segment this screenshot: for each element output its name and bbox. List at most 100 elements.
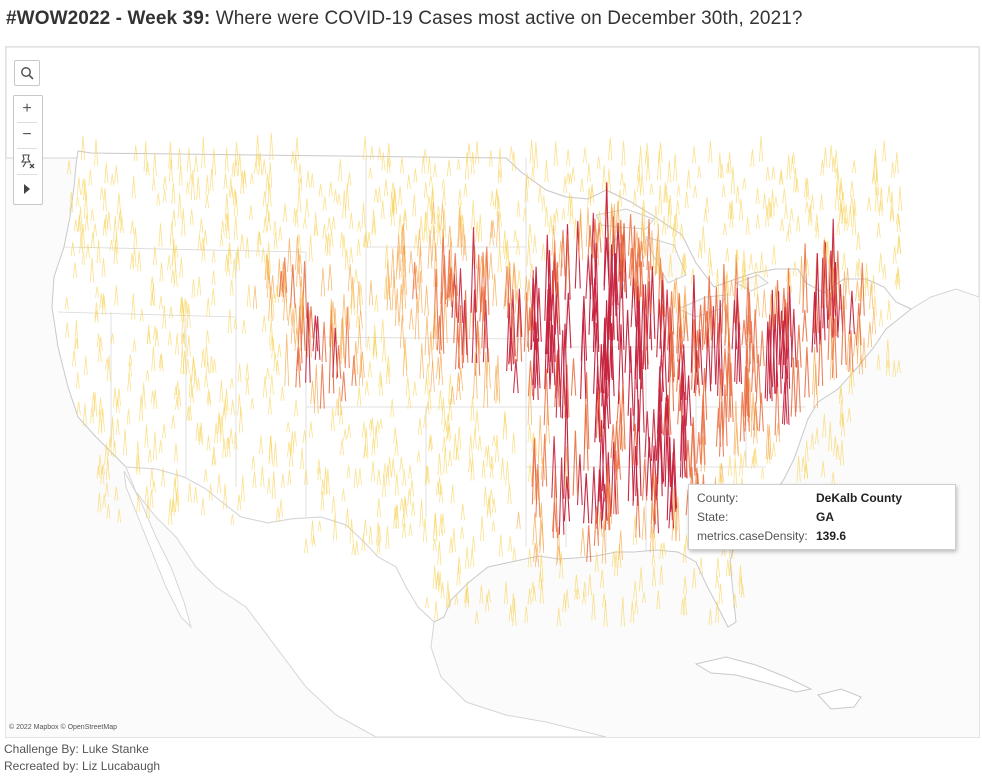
county-spike[interactable] [362, 136, 367, 160]
county-spike[interactable] [839, 204, 844, 220]
county-spike[interactable] [100, 407, 105, 432]
county-spike[interactable] [328, 299, 334, 348]
county-spike[interactable] [606, 287, 613, 379]
county-spike[interactable] [424, 285, 429, 316]
county-spike[interactable] [327, 264, 333, 291]
county-spike[interactable] [641, 199, 646, 215]
county-spike[interactable] [513, 230, 518, 243]
county-spike[interactable] [357, 386, 362, 407]
county-spike[interactable] [363, 519, 368, 536]
county-spike[interactable] [458, 367, 464, 391]
county-spike[interactable] [377, 525, 382, 543]
county-spike[interactable] [183, 298, 188, 314]
county-spike[interactable] [294, 209, 299, 228]
county-spike[interactable] [211, 148, 216, 176]
county-spike[interactable] [642, 458, 648, 501]
county-spike[interactable] [643, 238, 648, 259]
county-spike[interactable] [280, 386, 285, 401]
county-spike[interactable] [349, 212, 354, 229]
county-spike[interactable] [223, 173, 228, 189]
county-spike[interactable] [150, 390, 155, 404]
county-spike[interactable] [250, 397, 255, 410]
county-spike[interactable] [496, 211, 501, 247]
county-spike[interactable] [740, 584, 745, 598]
county-spike[interactable] [425, 465, 430, 483]
county-spike[interactable] [408, 464, 413, 480]
county-spike[interactable] [804, 440, 809, 462]
county-spike[interactable] [424, 465, 429, 486]
county-spike[interactable] [133, 145, 138, 162]
county-spike[interactable] [629, 247, 636, 286]
county-spike[interactable] [594, 387, 601, 443]
county-spike[interactable] [174, 442, 178, 462]
county-spike[interactable] [595, 389, 602, 439]
county-spike[interactable] [387, 457, 392, 477]
county-spike[interactable] [586, 525, 592, 562]
county-spike[interactable] [106, 355, 111, 382]
county-spike[interactable] [539, 502, 544, 547]
county-spike[interactable] [864, 263, 869, 288]
county-spike[interactable] [354, 268, 359, 284]
county-spike[interactable] [814, 252, 821, 345]
county-spike[interactable] [682, 293, 688, 334]
county-spike[interactable] [427, 229, 433, 269]
county-spike[interactable] [744, 343, 750, 418]
county-spike[interactable] [834, 149, 839, 173]
county-spike[interactable] [739, 199, 744, 221]
county-spike[interactable] [325, 469, 330, 495]
county-spike[interactable] [427, 195, 431, 210]
county-spike[interactable] [371, 437, 376, 456]
county-spike[interactable] [392, 187, 397, 211]
county-spike[interactable] [530, 165, 535, 183]
county-spike[interactable] [658, 355, 665, 393]
county-spike[interactable] [332, 307, 338, 345]
county-spike[interactable] [841, 191, 846, 212]
county-spike[interactable] [370, 417, 375, 436]
county-spike[interactable] [308, 234, 313, 263]
county-spike[interactable] [825, 241, 830, 256]
county-spike[interactable] [490, 190, 495, 207]
county-spike[interactable] [401, 512, 406, 528]
county-spike[interactable] [413, 233, 418, 250]
county-spike[interactable] [529, 263, 534, 279]
county-spike[interactable] [500, 457, 505, 480]
county-spike[interactable] [375, 420, 380, 433]
county-spike[interactable] [175, 486, 180, 506]
county-spike[interactable] [848, 205, 853, 227]
county-spike[interactable] [545, 405, 550, 444]
county-spike[interactable] [419, 343, 424, 379]
county-spike[interactable] [680, 598, 685, 615]
county-spike[interactable] [565, 292, 572, 349]
county-spike[interactable] [184, 300, 189, 317]
county-spike[interactable] [100, 466, 105, 485]
county-spike[interactable] [438, 352, 443, 386]
county-spike[interactable] [242, 171, 247, 188]
county-spike[interactable] [149, 489, 154, 509]
county-spike[interactable] [208, 483, 213, 501]
county-spike[interactable] [278, 270, 284, 298]
county-spike[interactable] [158, 354, 163, 369]
county-spike[interactable] [181, 208, 186, 237]
search-button[interactable] [14, 60, 40, 86]
county-spike[interactable] [178, 165, 183, 186]
county-spike[interactable] [201, 497, 205, 516]
county-spike[interactable] [374, 425, 379, 449]
county-spike[interactable] [402, 244, 407, 295]
county-spike[interactable] [738, 574, 743, 595]
county-spike[interactable] [273, 442, 278, 468]
county-spike[interactable] [417, 247, 423, 283]
county-spike[interactable] [627, 407, 634, 502]
county-spike[interactable] [377, 146, 382, 161]
county-spike[interactable] [385, 526, 390, 550]
county-spike[interactable] [819, 257, 826, 341]
county-spike[interactable] [182, 350, 187, 375]
county-spike[interactable] [533, 142, 538, 169]
county-spike[interactable] [598, 344, 605, 421]
county-spike[interactable] [193, 370, 198, 389]
county-spike[interactable] [97, 346, 102, 363]
county-spike[interactable] [451, 528, 456, 552]
county-spike[interactable] [383, 276, 389, 300]
county-spike[interactable] [657, 150, 662, 181]
county-spike[interactable] [436, 214, 441, 234]
pin-reset-button[interactable] [14, 148, 40, 174]
